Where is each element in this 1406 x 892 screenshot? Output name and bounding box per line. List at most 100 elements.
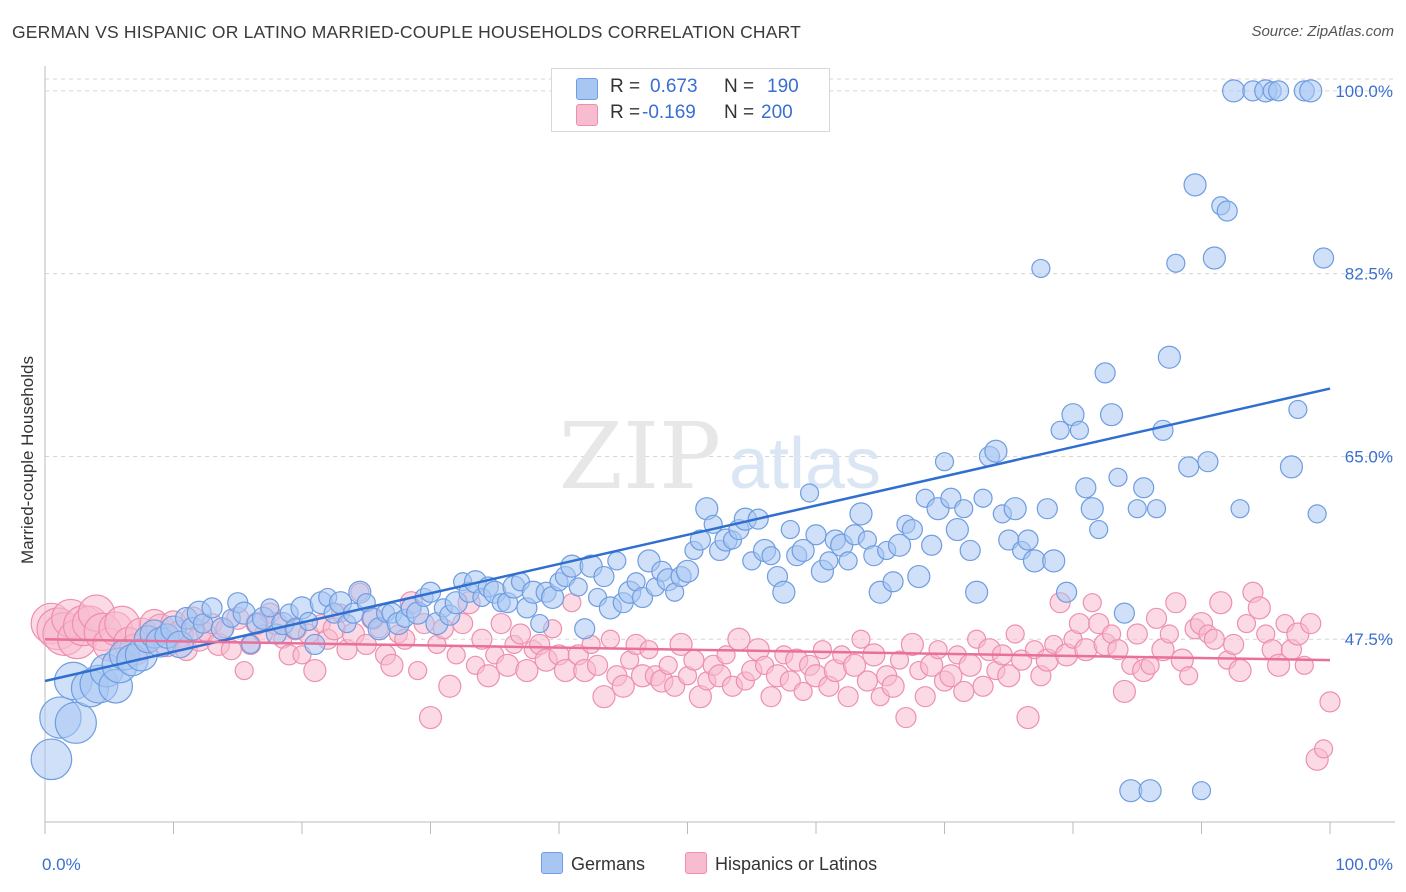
hispanic-point [727,627,751,651]
hispanic-point [837,686,859,708]
hispanic-point [793,681,813,702]
german-point [1230,499,1250,519]
german-point [849,502,873,526]
german-point [574,618,596,640]
hispanic-point [234,660,254,681]
german-point [973,488,993,508]
german-point [1307,504,1327,524]
german-point [934,452,955,472]
hispanic-point [515,658,539,683]
hispanic-point [380,653,404,677]
tick-labels: 47.5% 65.0% 82.5% 100.0% 0.0% 100.0% [42,82,1393,874]
hispanic-point [611,674,635,698]
german-point [772,580,796,604]
x-tick-label-min: 0.0% [42,855,81,874]
germans-n-value: 190 [767,76,799,97]
hispanic-point [928,640,948,660]
german-point [901,518,923,541]
german-point [1094,362,1116,384]
german-point [1108,467,1128,487]
german-point [201,597,223,619]
hispanic-point [958,653,982,677]
german-point [1157,345,1181,369]
german-point [1080,497,1104,521]
hispanic-point [812,640,833,660]
legend-hispanics-label: Hispanics or Latinos [715,854,878,874]
x-tick-label-max: 100.0% [1335,855,1393,874]
german-point [1183,173,1207,197]
hispanic-point [1016,705,1040,730]
german-point [1216,200,1238,222]
hispanic-point [856,670,879,692]
hispanic-point [683,649,705,671]
hispanic-point [1112,679,1137,704]
legend-hispanics-swatch [685,852,707,874]
hispanic-point [438,674,462,698]
german-point [530,613,550,634]
y-tick-label: 100.0% [1335,82,1393,101]
hispanic-point [1300,612,1322,635]
german-point [1197,451,1219,473]
hispanic-point [592,685,616,709]
hispanic-point [1223,633,1245,656]
german-point [1069,420,1090,440]
legend-germans: Germans [541,852,645,875]
german-point [54,701,97,744]
hispanic-point [889,650,910,670]
german-point [1288,399,1308,420]
german-point [1003,497,1027,521]
german-point [791,538,815,563]
hispanic-point [490,612,512,635]
watermark-zip: ZIP [559,403,721,510]
legend-hispanics: Hispanics or Latinos [685,852,877,875]
hispanics-swatch [576,104,598,126]
german-point [945,517,969,542]
germans-swatch [576,78,598,100]
german-point [1279,455,1304,479]
legend-germans-label: Germans [571,854,646,874]
hispanic-point [1236,613,1257,634]
hispanic-point [851,629,871,649]
hispanic-trendline [44,637,1331,662]
german-point [568,577,588,597]
hispanics-r-label: R = [610,102,641,123]
hispanic-point [1203,628,1225,650]
german-point [1055,581,1078,603]
german-point [838,551,858,571]
german-point [819,551,839,571]
german-point [780,519,800,540]
hispanic-point [895,706,917,729]
german-point [1146,499,1167,519]
german-point [1031,258,1051,279]
hispanic-point [1159,624,1179,644]
hispanics-n-label: N = [724,102,755,123]
german-point [1075,477,1097,499]
german-point [907,564,931,589]
hispanic-point [953,680,975,703]
y-axis-label: Married-couple Households [18,356,37,564]
german-point [1017,529,1039,551]
germans-r-value: 0.673 [650,76,698,97]
hispanic-point [303,658,327,683]
german-point [1036,498,1058,520]
hispanic-point [418,705,443,730]
hispanics-n-value: 200 [761,102,793,123]
germans-r-label: R = [610,76,641,97]
hispanic-point [446,645,466,665]
german-point [1113,602,1136,624]
hispanic-point [476,664,500,688]
german-point [1133,477,1155,499]
hispanic-point [1209,591,1233,615]
german-point [1089,519,1109,540]
hispanic-point [1005,624,1025,644]
german-point [689,529,711,551]
german-point [1166,253,1186,273]
hispanic-point [1247,596,1271,620]
german-point [882,571,904,593]
hispanic-point [1179,666,1199,686]
german-point [241,634,261,655]
hispanic-point [1082,593,1102,613]
hispanic-point [471,628,493,650]
hispanic-point [842,653,867,677]
